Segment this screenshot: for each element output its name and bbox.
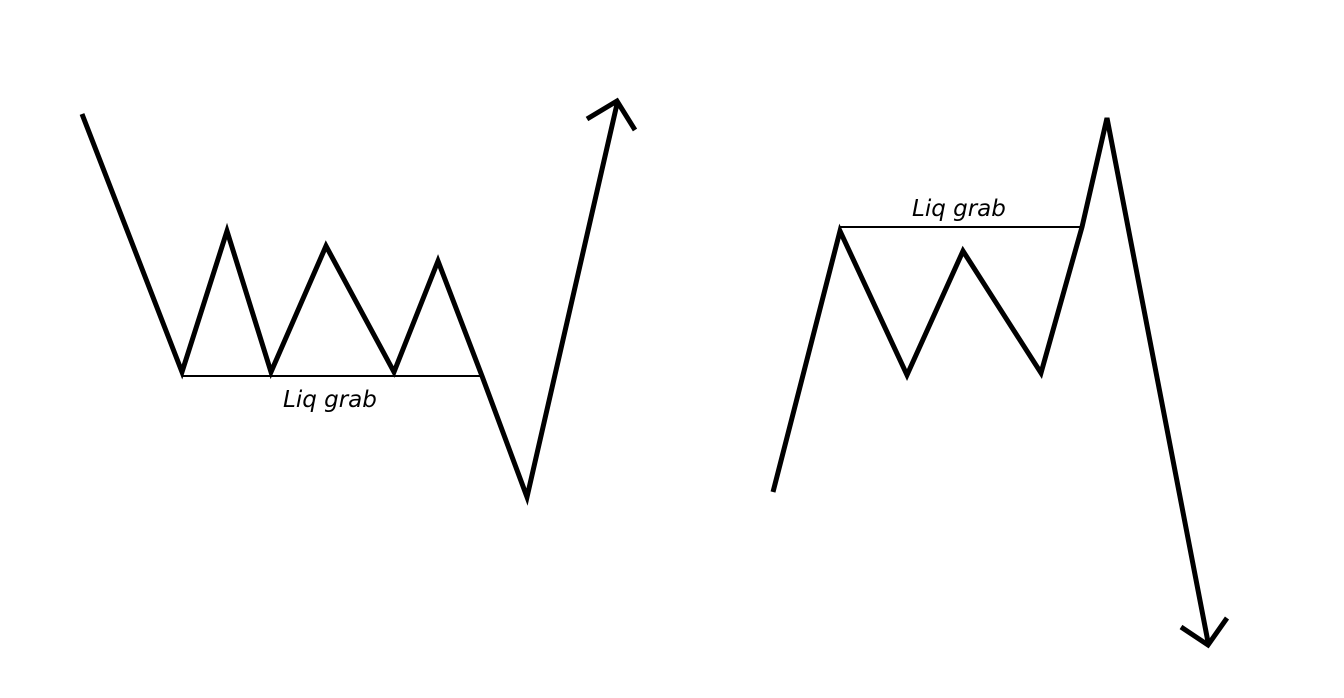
bullish-liq-grab-pattern: Liq grab: [79, 97, 638, 506]
bullish-price-path: [79, 103, 620, 506]
bearish-liq-grab-pattern: Liq grab: [770, 117, 1230, 649]
bearish-arrow-head: [1179, 616, 1230, 649]
bearish-price-path: [770, 117, 1211, 643]
bullish-liq-grab-label: Liq grab: [283, 387, 377, 413]
bearish-liq-grab-label: Liq grab: [912, 196, 1006, 222]
bullish-arrow-head: [585, 97, 638, 132]
